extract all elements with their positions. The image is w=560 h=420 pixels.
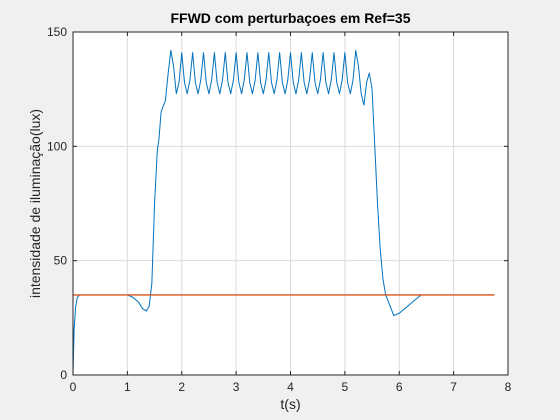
x-tick-label: 7 — [450, 380, 457, 394]
y-tick-label: 0 — [60, 368, 67, 382]
x-tick-label: 5 — [342, 380, 349, 394]
y-tick-label: 50 — [54, 254, 68, 268]
x-tick-label: 2 — [178, 380, 185, 394]
x-tick-label: 1 — [124, 380, 131, 394]
ticks: 0 1 2 3 4 5 6 7 8 0 50 100 150 — [47, 25, 512, 394]
y-axis-label: intensidade de iluminação(lux) — [27, 109, 43, 298]
y-tick-label: 100 — [47, 139, 67, 153]
chart-title: FFWD com perturbaçoes em Ref=35 — [170, 10, 410, 26]
y-tick-label: 150 — [47, 25, 67, 39]
x-tick-label: 8 — [505, 380, 512, 394]
x-tick-label: 3 — [233, 380, 240, 394]
x-tick-label: 4 — [287, 380, 294, 394]
x-axis-label: t(s) — [280, 396, 300, 412]
series-layer — [72, 49, 495, 376]
series-line-1 — [72, 49, 495, 376]
x-tick-label: 0 — [70, 380, 77, 394]
x-tick-label: 6 — [396, 380, 403, 394]
